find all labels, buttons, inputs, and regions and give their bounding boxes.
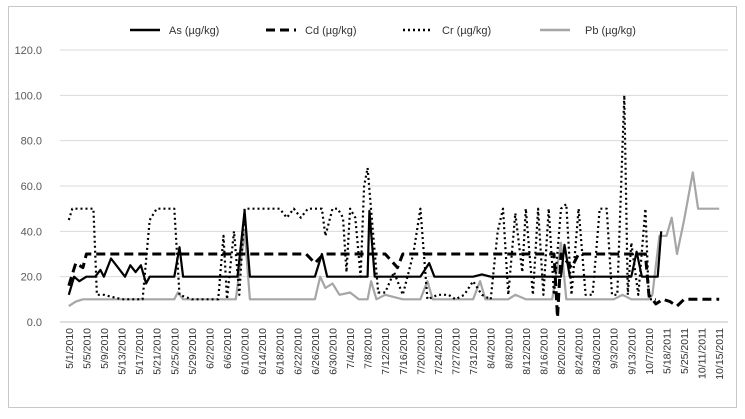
y-tick-label: 100.0 bbox=[14, 90, 42, 102]
series-line-cd bbox=[67, 252, 720, 319]
y-tick-label: 20.0 bbox=[21, 272, 42, 284]
x-tick-label: 8/8/2010 bbox=[503, 328, 515, 369]
y-tick-label: 60.0 bbox=[21, 181, 42, 193]
x-tick-label: 7/20/2010 bbox=[415, 328, 427, 375]
x-tick-label: 5/9/2010 bbox=[99, 328, 111, 369]
x-tick-label: 8/30/2010 bbox=[591, 328, 603, 375]
x-tick-label: 6/26/2010 bbox=[310, 328, 322, 375]
x-tick-label: 10/11/2011 bbox=[697, 328, 709, 379]
y-tick-label: 0.0 bbox=[27, 317, 42, 329]
x-tick-label: 5/13/2010 bbox=[117, 328, 129, 375]
x-tick-label: 6/14/2010 bbox=[257, 328, 269, 375]
x-tick-label: 7/12/2010 bbox=[380, 328, 392, 375]
x-tick-label: 5/1/2010 bbox=[64, 328, 76, 369]
x-tick-label: 6/18/2010 bbox=[275, 328, 287, 375]
x-tick-label: 7/31/2010 bbox=[468, 328, 480, 375]
legend-item-cr: Cr (µg/kg) bbox=[403, 25, 491, 37]
x-tick-labels: 5/1/2010 5/5/2010 5/9/2010 5/13/2010 5/17/20… bbox=[64, 328, 726, 380]
x-tick-label: 7/8/2010 bbox=[363, 328, 375, 369]
x-tick-label: 6/22/2010 bbox=[292, 328, 304, 375]
y-tick-label: 120.0 bbox=[14, 45, 42, 57]
legend-item-cd: Cd (µg/kg) bbox=[266, 25, 357, 37]
x-tick-label: 9/3/2010 bbox=[609, 328, 621, 369]
series-line-pb bbox=[68, 171, 720, 308]
x-tick-label: 5/5/2010 bbox=[81, 328, 93, 369]
legend: As (µg/kg) Cd (µg/kg) Cr (µg/kg) Pb (µg/… bbox=[130, 25, 636, 37]
x-tick-label: 5/25/2010 bbox=[169, 328, 181, 375]
series-lines bbox=[67, 94, 720, 319]
x-tick-label: 5/21/2010 bbox=[152, 328, 164, 375]
series-line-as bbox=[67, 209, 663, 296]
legend-label-cd: Cd (µg/kg) bbox=[305, 25, 357, 37]
x-tick-label: 8/12/2010 bbox=[521, 328, 533, 375]
x-tick-label: 5/29/2010 bbox=[187, 328, 199, 375]
x-tick-label: 6/6/2010 bbox=[222, 328, 234, 369]
x-tick-label: 7/4/2010 bbox=[345, 328, 357, 369]
x-tick-label: 5/25/2011 bbox=[679, 328, 691, 374]
x-tick-label: 8/4/2010 bbox=[486, 328, 498, 369]
chart-frame bbox=[8, 6, 737, 408]
legend-item-pb: Pb (µg/kg) bbox=[540, 25, 636, 37]
x-tick-label: 6/2/2010 bbox=[204, 328, 216, 369]
x-tick-label: 8/24/2010 bbox=[574, 328, 586, 375]
x-tick-label: 10/15/2011 bbox=[714, 328, 726, 380]
x-tick-label: 5/18/2011 bbox=[661, 328, 673, 374]
legend-label-cr: Cr (µg/kg) bbox=[442, 25, 491, 37]
x-tick-label: 5/17/2010 bbox=[134, 328, 146, 375]
x-tick-label: 7/16/2010 bbox=[398, 328, 410, 375]
legend-label-pb: Pb (µg/kg) bbox=[585, 25, 636, 37]
legend-label-as: As (µg/kg) bbox=[169, 25, 219, 37]
legend-item-as: As (µg/kg) bbox=[130, 25, 219, 37]
x-tick-label: 10/7/2010 bbox=[644, 328, 656, 375]
y-tick-label: 80.0 bbox=[21, 136, 42, 148]
x-tick-label: 9/13/2010 bbox=[626, 328, 638, 375]
y-tick-label: 40.0 bbox=[21, 226, 42, 238]
x-tick-label: 6/30/2010 bbox=[327, 328, 339, 375]
y-tick-labels: 0.0 20.0 40.0 60.0 80.0 100.0 120.0 bbox=[14, 45, 42, 329]
x-tick-label: 7/24/2010 bbox=[433, 328, 445, 375]
x-tick-label: 8/20/2010 bbox=[556, 328, 568, 375]
x-tick-label: 6/10/2010 bbox=[240, 328, 252, 375]
x-tick-label: 7/27/2010 bbox=[451, 328, 463, 375]
gridlines bbox=[60, 49, 728, 278]
x-tick-label: 8/16/2010 bbox=[538, 328, 550, 375]
